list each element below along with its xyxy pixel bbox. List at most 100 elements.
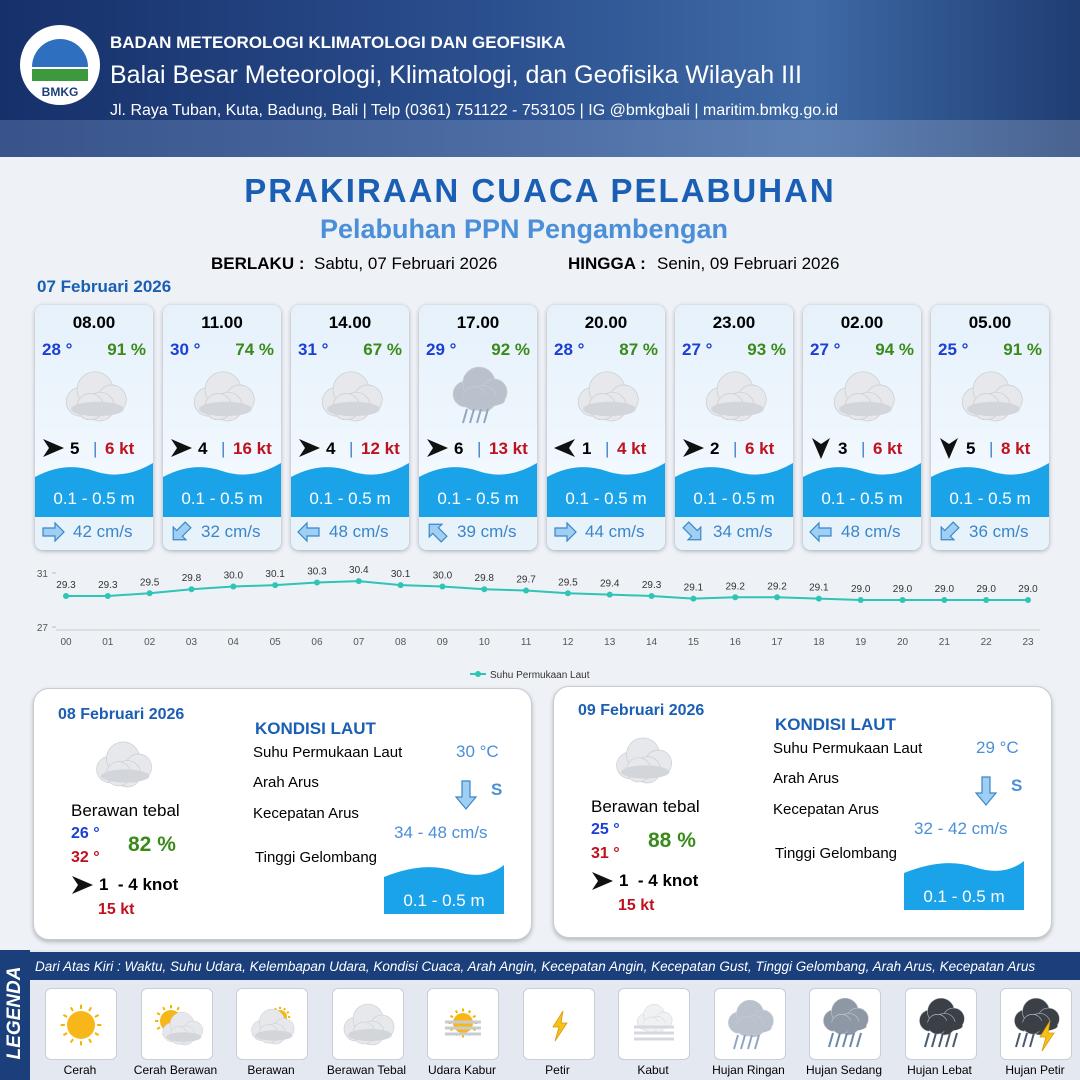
wave-box <box>904 861 1024 910</box>
cloud-shade <box>71 401 124 417</box>
cloud-shade <box>583 401 636 417</box>
card-graphics <box>803 371 921 550</box>
cloud <box>961 371 1023 422</box>
value-label: 29.3 <box>98 580 118 591</box>
value-label: 30.0 <box>433 571 453 582</box>
value-label: 29.2 <box>725 581 745 592</box>
sst: 29 °C <box>976 738 1019 757</box>
current-speed: 34 cm/s <box>713 522 773 541</box>
point <box>648 592 655 599</box>
legend-strip: LEGENDA <box>0 950 30 1080</box>
humidity: 93 % <box>747 340 786 359</box>
rain-drop <box>462 408 468 424</box>
y-tick-label: 27 <box>37 623 49 634</box>
wave-band <box>419 463 537 517</box>
separator: | <box>221 439 226 458</box>
gust: 13 kt <box>489 439 528 458</box>
current-dir-arrow <box>454 780 478 810</box>
x-tick-label: 00 <box>60 637 72 648</box>
separator: | <box>349 439 354 458</box>
wind-arrow <box>299 439 320 457</box>
legend-title: LEGENDA <box>4 966 25 1060</box>
rain-drop <box>856 1032 862 1048</box>
separator: | <box>477 439 482 458</box>
header-floor <box>0 120 1080 157</box>
x-tick-label: 19 <box>855 637 867 648</box>
section-title: KONDISI LAUT <box>255 719 376 738</box>
value-label: 29.1 <box>809 583 829 594</box>
temperature: 30 ° <box>170 340 201 359</box>
wind-arrow <box>171 439 192 457</box>
gust: 4 kt <box>617 439 647 458</box>
panel-graphics <box>72 741 504 914</box>
cloud <box>321 371 383 422</box>
wave-band <box>35 463 153 517</box>
x-tick-label: 15 <box>688 637 700 648</box>
wave-height: 0.1 - 0.5 m <box>309 489 391 508</box>
temperature: 29 ° <box>426 340 457 359</box>
wind-speed: 4 <box>198 439 208 458</box>
wind-arrow <box>812 438 830 459</box>
gust: 12 kt <box>361 439 400 458</box>
current-arrow <box>172 521 192 541</box>
sst-chart: 27 31 00 01 02 03 04 05 06 07 08 09 10 11 12 13 14 15 16 17… <box>37 565 1040 681</box>
current-arrow <box>297 521 320 543</box>
wind-arrow <box>554 439 575 457</box>
x-tick-label: 06 <box>311 637 323 648</box>
x-tick-label: 16 <box>730 637 742 648</box>
valid-to: Senin, 09 Februari 2026 <box>657 254 840 273</box>
current-arrow <box>940 521 960 541</box>
forecast-card: 14.00 31 ° 67 % 4 | 12 kt 0.1 - 0.5 m 48 cm/s <box>291 305 409 550</box>
sun-ray <box>467 1009 472 1014</box>
humidity: 88 % <box>648 829 696 852</box>
sun-ray <box>454 1009 459 1014</box>
subtitle: Pelabuhan PPN Pengambengan <box>319 214 729 244</box>
condition: Berawan tebal <box>591 797 700 816</box>
x-tick-label: 18 <box>813 637 825 648</box>
gust: 16 kt <box>233 439 272 458</box>
wind-speed: 5 <box>70 439 80 458</box>
x-tick-label: 10 <box>479 637 491 648</box>
value-label: 29.4 <box>600 579 620 590</box>
cloud-shade <box>967 401 1020 417</box>
temp-min: 25 ° <box>591 821 620 838</box>
dir: S <box>1011 776 1023 795</box>
x-tick-label: 20 <box>897 637 909 648</box>
logo-text: BMKG <box>41 85 79 99</box>
cloud-shade <box>827 1020 867 1032</box>
humidity: 91 % <box>107 340 146 359</box>
wave: 0.1 - 0.5 m <box>403 891 485 910</box>
day-date: 09 Februari 2026 <box>578 702 705 719</box>
org: BADAN METEOROLOGI KLIMATOLOGI DAN GEOFIS… <box>110 33 566 52</box>
day-date: 08 Februari 2026 <box>58 706 185 723</box>
address: Jl. Raya Tuban, Kuta, Badung, Bali | Tel… <box>110 102 839 119</box>
wave-height: 0.1 - 0.5 m <box>693 489 775 508</box>
sun-ray <box>286 1011 290 1014</box>
wave-box <box>384 865 504 914</box>
point <box>732 594 739 601</box>
wind-arrow <box>683 439 704 457</box>
legend-label: Hujan Petir <box>1005 1063 1065 1077</box>
current-arrow <box>809 521 832 543</box>
wave-band <box>163 463 281 517</box>
x-tick-label: 09 <box>437 637 449 648</box>
value-label: 29.3 <box>642 580 662 591</box>
wind-speed: 4 <box>326 439 336 458</box>
separator: | <box>861 439 866 458</box>
card-graphics <box>419 366 537 550</box>
rain-drop <box>483 408 489 424</box>
cloud-shade <box>922 1020 963 1032</box>
office: Balai Besar Meteorologi, Klimatologi, da… <box>110 61 802 89</box>
point <box>690 595 697 602</box>
cloud <box>162 1011 203 1046</box>
gust: 15 kt <box>98 901 135 918</box>
card-graphics <box>35 371 153 550</box>
valid-from-label: BERLAKU : <box>211 254 305 273</box>
cloud <box>251 1008 295 1045</box>
cloud <box>727 999 774 1038</box>
time: 08.00 <box>72 313 116 332</box>
value-label: 30.0 <box>224 571 244 582</box>
section-title: KONDISI LAUT <box>775 715 896 734</box>
forecast-card: 23.00 27 ° 93 % 2 | 6 kt 0.1 - 0.5 m 34 cm/s <box>675 305 793 550</box>
